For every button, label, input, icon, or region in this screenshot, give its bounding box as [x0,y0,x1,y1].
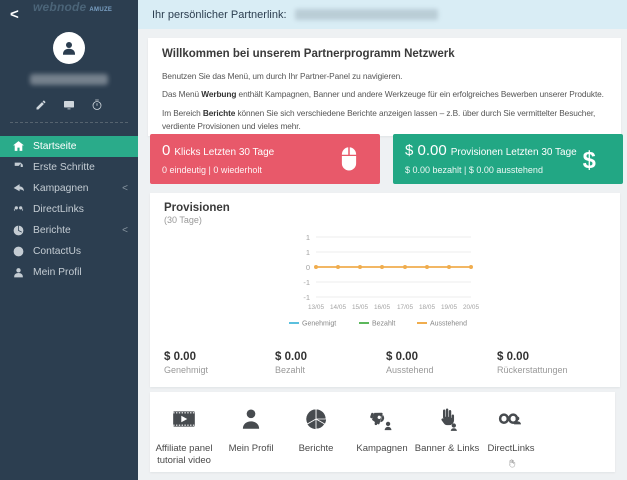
svg-text:Genehmigt: Genehmigt [302,321,336,328]
svg-text:1: 1 [306,248,310,257]
svg-text:16/05: 16/05 [374,304,390,311]
svg-text:19/05: 19/05 [441,304,457,311]
svg-text:15/05: 15/05 [352,304,368,311]
svg-text:-1: -1 [303,293,310,302]
svg-text:Bezahlt: Bezahlt [372,321,395,328]
svg-text:14/05: 14/05 [330,304,346,311]
svg-text:0: 0 [306,263,310,272]
svg-text:-1: -1 [303,278,310,287]
svg-text:$: $ [583,147,596,174]
svg-text:17/05: 17/05 [397,304,413,311]
svg-text:20/05: 20/05 [463,304,479,311]
svg-text:18/05: 18/05 [419,304,435,311]
svg-text:Ausstehend: Ausstehend [430,321,467,328]
svg-text:1: 1 [306,233,310,242]
svg-text:13/05: 13/05 [308,304,324,311]
